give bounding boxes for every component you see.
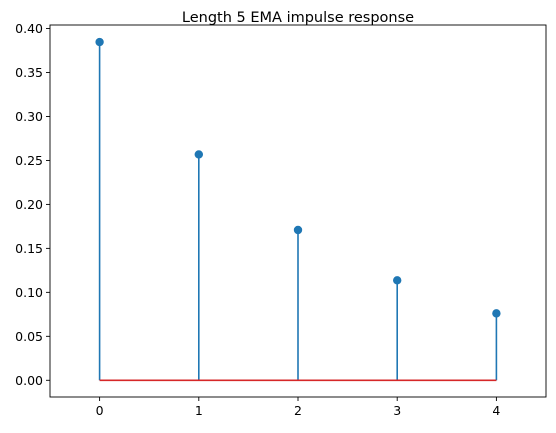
- y-tick-label: 0.10: [15, 285, 43, 300]
- stem-marker: [293, 225, 303, 235]
- y-tick-label: 0.00: [15, 373, 43, 388]
- plot-area: [95, 37, 501, 382]
- y-axis: 0.00 0.05 0.10 0.15 0.20 0.25 0.30 0.35 0.40: [15, 21, 50, 388]
- y-tick-label: 0.15: [15, 241, 43, 256]
- stem-marker: [393, 276, 402, 285]
- y-tick-label: 0.05: [15, 329, 43, 344]
- y-tick-label: 0.40: [15, 21, 43, 36]
- chart-title: Length 5 EMA impulse response: [182, 10, 414, 26]
- y-tick-label: 0.35: [15, 65, 43, 80]
- stem-marker: [95, 37, 104, 47]
- x-tick-label: 0: [96, 403, 104, 418]
- y-tick-label: 0.20: [15, 197, 43, 212]
- y-tick-label: 0.25: [15, 153, 43, 168]
- stem-marker: [194, 150, 203, 159]
- y-tick-label: 0.30: [15, 109, 43, 124]
- x-tick-label: 4: [492, 403, 500, 418]
- x-tick-label: 3: [393, 403, 401, 418]
- x-tick-label: 2: [294, 403, 302, 418]
- x-axis: 0 1 2 3 4: [96, 397, 500, 418]
- x-tick-label: 1: [195, 403, 203, 418]
- stem-marker: [492, 309, 501, 318]
- axes-frame: [49, 24, 547, 398]
